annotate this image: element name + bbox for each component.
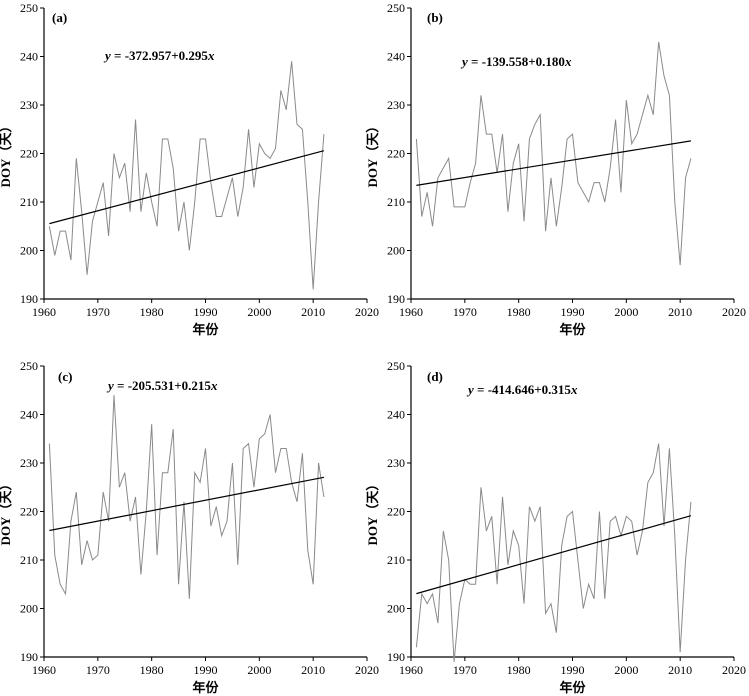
x-tick-label: 1990 xyxy=(194,663,218,677)
x-tick-label: 2020 xyxy=(355,305,379,319)
y-tick-label: 240 xyxy=(20,50,38,64)
doy-series-line xyxy=(48,395,325,599)
y-tick-label: 200 xyxy=(20,602,38,616)
y-tick-label: 250 xyxy=(387,1,405,15)
equation-x: x xyxy=(207,48,215,63)
x-axis-label: 年份 xyxy=(192,680,219,695)
y-tick-label: 240 xyxy=(387,50,405,64)
y-tick-label: 230 xyxy=(387,456,405,470)
x-tick-label: 1970 xyxy=(453,663,477,677)
regression-equation: y = -205.531+0.215x xyxy=(106,378,218,393)
y-tick-label: 240 xyxy=(387,408,405,422)
x-tick-label: 2010 xyxy=(301,305,325,319)
x-tick-label: 2000 xyxy=(614,663,638,677)
y-tick-label: 220 xyxy=(20,147,38,161)
y-tick-label: 230 xyxy=(20,98,38,112)
x-tick-label: 1960 xyxy=(399,305,423,319)
y-tick-label: 200 xyxy=(387,602,405,616)
doy-series-line xyxy=(48,61,325,290)
trend-line xyxy=(416,515,692,595)
y-tick-label: 230 xyxy=(387,98,405,112)
x-tick-label: 1980 xyxy=(507,305,531,319)
x-axis-label: 年份 xyxy=(192,322,219,337)
y-tick-label: 220 xyxy=(20,505,38,519)
y-tick-label: 200 xyxy=(387,244,405,258)
panel-d: 1960 1970 1980 1990 2000 2010 2020 190 200 210 220… xyxy=(365,359,746,695)
equation-y: y xyxy=(106,378,114,393)
doy-series-line xyxy=(415,443,692,662)
y-axis-label: DOY（天） xyxy=(365,120,380,188)
x-tick-label: 2000 xyxy=(614,305,638,319)
y-tick-label: 250 xyxy=(20,359,38,373)
x-tick-label: 1980 xyxy=(507,663,531,677)
x-tick-label: 2020 xyxy=(355,663,379,677)
y-tick-label: 210 xyxy=(20,553,38,567)
x-tick-label: 1960 xyxy=(32,305,56,319)
x-tick-label: 2000 xyxy=(247,663,271,677)
equation-body: = -139.558+0.180 xyxy=(468,54,565,69)
trend-line xyxy=(416,140,692,186)
x-axis-label: 年份 xyxy=(559,322,586,337)
y-tick-label: 200 xyxy=(20,244,38,258)
equation-y: y xyxy=(103,48,111,63)
x-tick-label: 1970 xyxy=(86,305,110,319)
x-tick-label: 1980 xyxy=(140,305,164,319)
panel-c: 1960 1970 1980 1990 2000 2010 2020 190 200 210 220… xyxy=(0,359,379,695)
y-tick-label: 190 xyxy=(387,292,405,306)
panel-b: 1960 1970 1980 1990 2000 2010 2020 190 200 210 220… xyxy=(365,1,746,337)
x-tick-label: 2000 xyxy=(247,305,271,319)
y-tick-label: 210 xyxy=(387,553,405,567)
y-tick-label: 210 xyxy=(387,195,405,209)
regression-equation: y = -139.558+0.180x xyxy=(460,54,572,69)
x-axis-label: 年份 xyxy=(559,680,586,695)
y-tick-label: 220 xyxy=(387,147,405,161)
y-tick-label: 250 xyxy=(387,359,405,373)
y-tick-label: 210 xyxy=(20,195,38,209)
x-tick-label: 1990 xyxy=(561,305,585,319)
x-tick-label: 1970 xyxy=(453,305,477,319)
x-tick-label: 1960 xyxy=(399,663,423,677)
equation-x: x xyxy=(564,54,572,69)
equation-x: x xyxy=(210,378,218,393)
equation-y: y xyxy=(460,54,468,69)
panel-label: (a) xyxy=(52,10,67,25)
doy-series-line xyxy=(415,41,692,266)
x-tick-label: 1990 xyxy=(194,305,218,319)
y-axis-label: DOY（天） xyxy=(365,478,380,546)
equation-body: = -372.957+0.295 xyxy=(111,48,209,63)
x-tick-label: 1990 xyxy=(561,663,585,677)
panel-label: (c) xyxy=(58,369,72,384)
panel-label: (b) xyxy=(427,10,443,25)
x-tick-label: 2010 xyxy=(668,305,692,319)
equation-y: y xyxy=(466,382,474,397)
panel-a: 1960 1970 1980 1990 2000 2010 2020 190 200 210 220… xyxy=(0,1,379,337)
equation-body: = -414.646+0.315 xyxy=(474,382,572,397)
equation-body: = -205.531+0.215 xyxy=(114,378,212,393)
y-tick-label: 220 xyxy=(387,505,405,519)
x-tick-label: 2020 xyxy=(722,305,746,319)
y-tick-label: 250 xyxy=(20,1,38,15)
regression-equation: y = -372.957+0.295x xyxy=(103,48,215,63)
y-axis-label: DOY（天） xyxy=(0,478,13,546)
y-tick-label: 190 xyxy=(387,650,405,664)
y-tick-label: 190 xyxy=(20,650,38,664)
panel-label: (d) xyxy=(427,369,443,384)
x-tick-label: 1960 xyxy=(32,663,56,677)
y-tick-label: 230 xyxy=(20,456,38,470)
x-tick-label: 1970 xyxy=(86,663,110,677)
y-tick-label: 190 xyxy=(20,292,38,306)
trend-line xyxy=(49,476,325,532)
x-tick-label: 2010 xyxy=(301,663,325,677)
x-tick-label: 2010 xyxy=(668,663,692,677)
equation-x: x xyxy=(570,382,578,397)
y-axis-label: DOY（天） xyxy=(0,120,13,188)
x-tick-label: 2020 xyxy=(722,663,746,677)
y-tick-label: 240 xyxy=(20,408,38,422)
trend-line xyxy=(49,150,325,225)
regression-equation: y = -414.646+0.315x xyxy=(466,382,578,397)
x-tick-label: 1980 xyxy=(140,663,164,677)
